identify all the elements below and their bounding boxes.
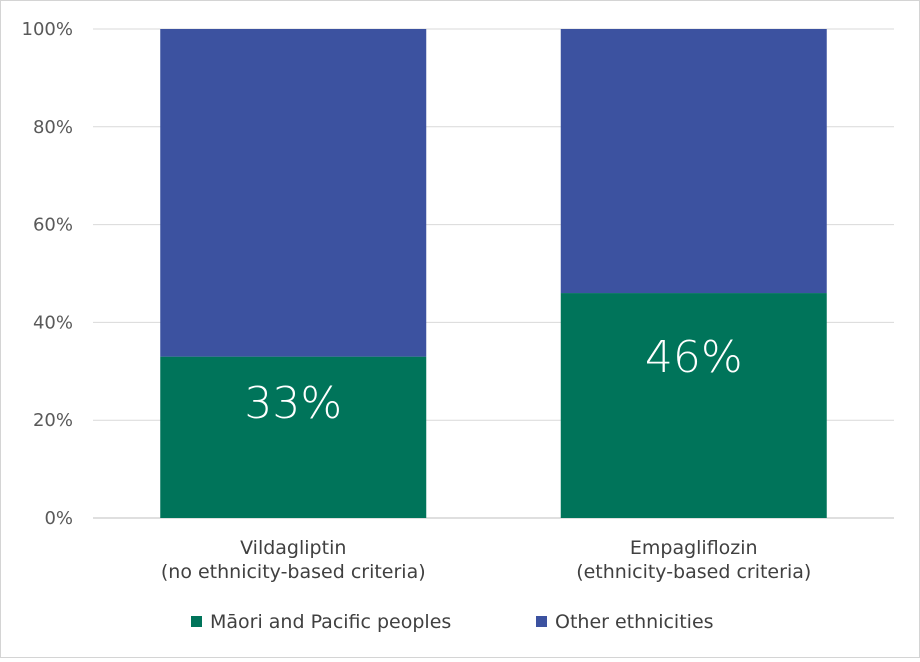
y-tick-label: 40% [33, 312, 73, 333]
legend: Māori and Pacific peoples Other ethniciti… [191, 611, 714, 633]
y-axis-ticks: 0% 20% 40% 60% 80% 100% [22, 19, 73, 529]
category-label: (ethnicity-based criteria) [576, 561, 811, 583]
data-label: 33% [244, 378, 342, 429]
category-label: Vildagliptin [240, 537, 346, 559]
legend-swatch [191, 616, 202, 627]
data-label: 46% [645, 332, 743, 383]
data-labels: 33% 46% [244, 332, 742, 429]
bar-segment-maori-pacific [160, 356, 427, 518]
y-tick-label: 100% [22, 19, 73, 40]
y-tick-label: 20% [33, 410, 73, 431]
y-tick-label: 60% [33, 215, 73, 236]
y-tick-label: 0% [44, 508, 73, 529]
y-tick-label: 80% [33, 117, 73, 138]
bar-segment-other [160, 29, 427, 357]
category-label: (no ethnicity-based criteria) [161, 561, 426, 583]
legend-label: Other ethnicities [555, 611, 714, 633]
x-axis-categories: Vildagliptin(no ethnicity-based criteria… [161, 537, 811, 583]
legend-swatch [536, 616, 547, 627]
bar-segment-other [560, 29, 827, 294]
bars [160, 29, 827, 518]
category-label: Empagliflozin [630, 537, 758, 559]
legend-label: Māori and Pacific peoples [210, 611, 451, 633]
bar-segment-maori-pacific [560, 293, 827, 518]
